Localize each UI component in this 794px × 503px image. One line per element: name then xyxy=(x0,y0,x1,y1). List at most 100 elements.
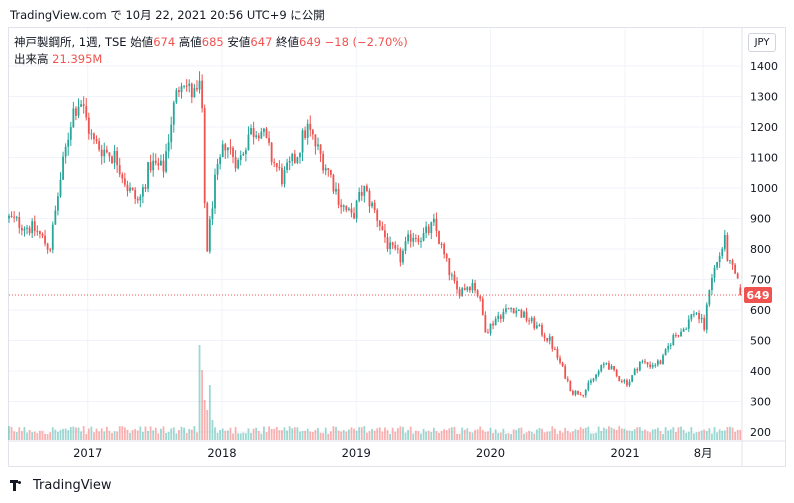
candle-body xyxy=(633,369,636,376)
candle-body xyxy=(188,83,191,86)
candle-body xyxy=(705,304,708,330)
volume-bar xyxy=(664,427,667,440)
volume-bar xyxy=(296,427,299,440)
volume-bar xyxy=(711,433,713,440)
volume-bar xyxy=(141,431,144,440)
volume-bar xyxy=(347,429,350,440)
candle-body xyxy=(36,230,39,232)
volume-bar xyxy=(98,431,101,440)
candle-body xyxy=(450,274,453,276)
volume-bar xyxy=(206,410,209,440)
candle-body xyxy=(296,157,299,163)
volume-bar xyxy=(620,428,623,440)
candle-body xyxy=(288,160,291,163)
candle-body xyxy=(587,382,590,390)
candle-body xyxy=(51,224,54,250)
candle-body xyxy=(654,364,657,366)
volume-bar xyxy=(31,432,34,440)
candle-body xyxy=(309,123,312,130)
volume-bar xyxy=(471,432,474,440)
volume-bar xyxy=(118,426,121,440)
candle-body xyxy=(456,280,458,290)
candle-body xyxy=(162,160,165,172)
volume-bar xyxy=(729,426,731,440)
candle-body xyxy=(319,144,322,155)
volume-bar xyxy=(123,427,126,440)
volume-bar xyxy=(553,428,556,440)
close-value: 649 xyxy=(299,35,321,49)
volume-bar xyxy=(690,427,693,440)
candle-body xyxy=(628,381,631,386)
volume-bar xyxy=(682,429,685,440)
candle-body xyxy=(111,156,113,164)
candle-body xyxy=(546,338,549,341)
candle-body xyxy=(286,162,288,170)
candle-body xyxy=(136,198,139,201)
candle-body xyxy=(82,104,85,107)
candle-body xyxy=(203,108,206,204)
volume-bar xyxy=(116,431,119,440)
volume-bar xyxy=(566,430,569,440)
candle-body xyxy=(623,380,626,382)
candle-body xyxy=(206,203,209,252)
candle-body xyxy=(98,141,101,150)
volume-bar xyxy=(358,427,361,440)
symbol-label[interactable]: 神戸製鋼所, 1週, TSE xyxy=(14,35,127,49)
volume-bar xyxy=(734,431,737,440)
volume-bar xyxy=(474,430,476,440)
candle-body xyxy=(265,128,268,138)
candle-body xyxy=(386,237,389,249)
candle-body xyxy=(726,234,729,261)
volume-bar xyxy=(95,428,98,440)
candle-body xyxy=(530,317,533,322)
candle-body xyxy=(626,380,628,386)
volume-bar xyxy=(214,427,216,440)
currency-button[interactable]: JPY xyxy=(748,33,776,52)
candle-body xyxy=(368,190,371,207)
candle-body xyxy=(499,315,502,319)
candle-body xyxy=(505,308,507,312)
volume-bar xyxy=(703,429,706,440)
candle-body xyxy=(347,208,350,210)
candle-body xyxy=(69,127,72,140)
candle-body xyxy=(28,227,31,234)
volume-bar xyxy=(363,426,366,440)
candle-body xyxy=(72,108,75,128)
candle-body xyxy=(613,366,615,370)
volume-bar xyxy=(360,427,363,440)
volume-bar xyxy=(72,426,75,440)
volume-bar xyxy=(144,426,147,440)
candle-body xyxy=(497,315,500,319)
volume-bar xyxy=(561,432,564,440)
volume-bar xyxy=(314,429,317,440)
candle-body xyxy=(198,80,201,90)
candle-body xyxy=(376,210,379,221)
volume-bar xyxy=(564,427,567,440)
candle-body xyxy=(185,85,188,87)
y-tick-label: 500 xyxy=(750,335,771,348)
volume-bar xyxy=(103,431,106,440)
volume-bar xyxy=(293,427,296,440)
candle-body xyxy=(314,134,317,147)
volume-bar xyxy=(394,431,397,440)
volume-bar xyxy=(281,430,283,440)
candle-body xyxy=(718,256,721,263)
volume-bar xyxy=(644,429,646,440)
volume-bar xyxy=(646,431,649,440)
candle-body xyxy=(618,376,621,381)
volume-bar xyxy=(713,427,716,440)
volume-bars xyxy=(8,345,742,440)
volume-bar xyxy=(582,428,585,440)
y-tick-label: 900 xyxy=(750,213,771,226)
candle-body xyxy=(417,238,420,242)
volume-bar xyxy=(654,429,657,440)
volume-bar xyxy=(626,430,628,440)
footer-brand[interactable]: TradingView xyxy=(10,478,112,493)
volume-bar xyxy=(260,433,263,440)
candle-body xyxy=(44,235,46,244)
candles xyxy=(8,71,742,398)
volume-bar xyxy=(718,429,721,440)
candle-body xyxy=(736,273,739,279)
candle-body xyxy=(435,218,438,232)
